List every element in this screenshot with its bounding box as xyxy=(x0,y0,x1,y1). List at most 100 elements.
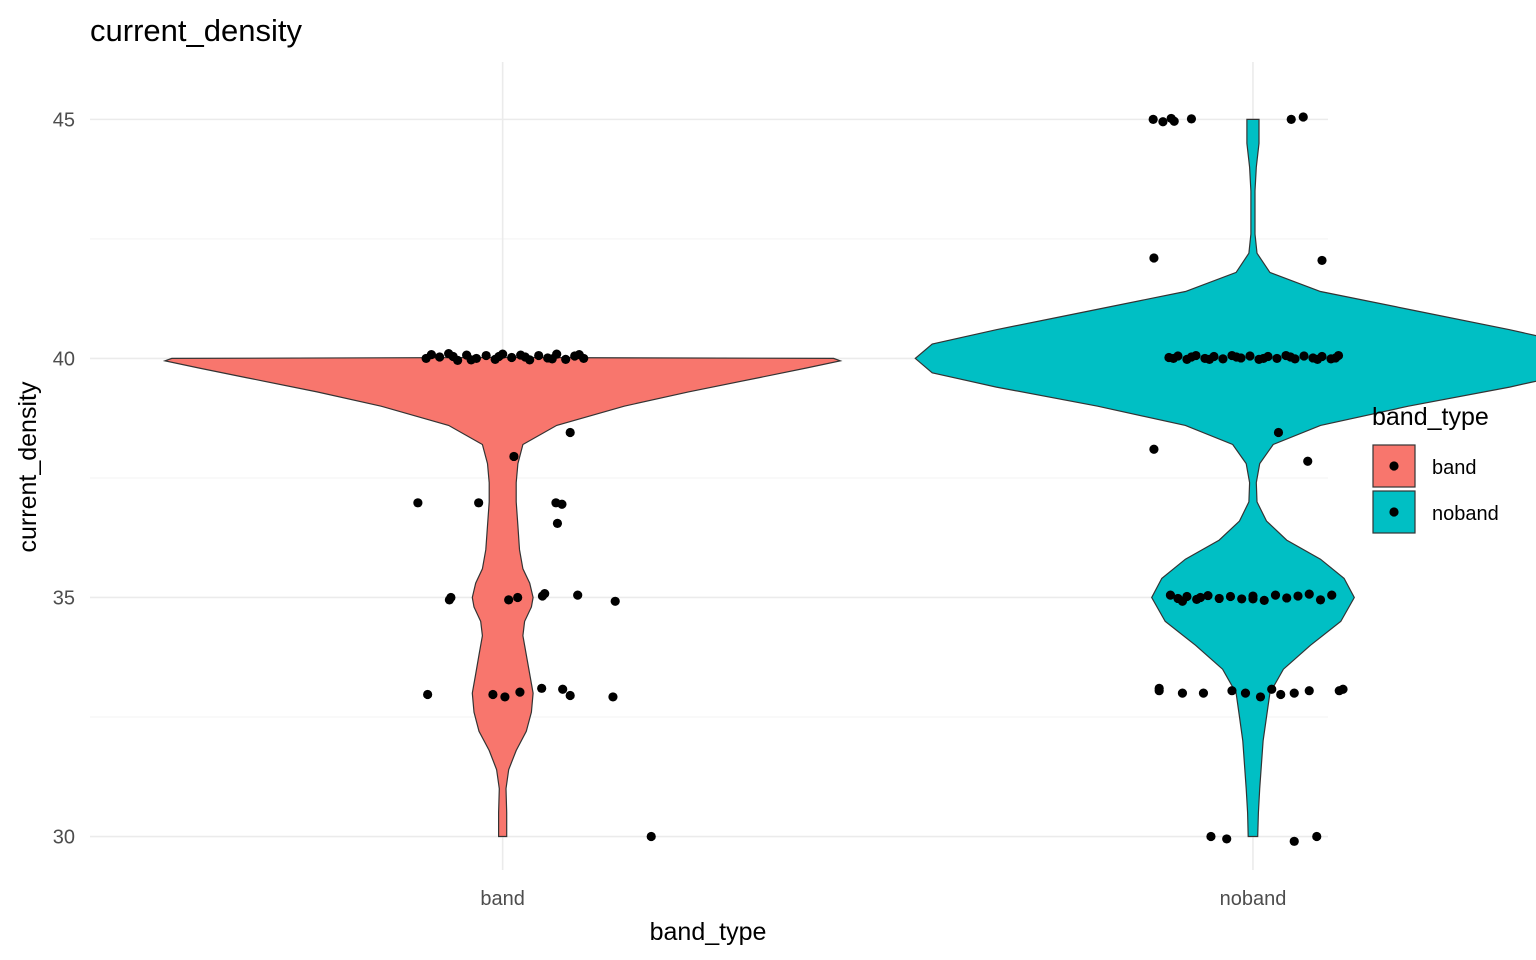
data-point-band xyxy=(540,589,550,599)
data-point-noband xyxy=(1245,351,1255,361)
data-point-noband xyxy=(1327,590,1337,600)
data-point-noband xyxy=(1222,834,1232,844)
data-point-noband xyxy=(1304,686,1314,696)
data-point-noband xyxy=(1154,683,1164,693)
data-point-band xyxy=(558,684,568,694)
data-point-band xyxy=(474,498,484,508)
data-point-noband xyxy=(1214,593,1224,604)
data-point-noband xyxy=(1206,831,1216,842)
data-point-band xyxy=(565,427,575,438)
data-point-noband xyxy=(1227,686,1237,696)
data-point-noband xyxy=(1237,594,1247,604)
legend-key-point xyxy=(1389,461,1399,471)
data-point-band xyxy=(423,689,433,700)
data-point-noband xyxy=(1289,836,1299,846)
data-point-noband xyxy=(1195,592,1206,603)
data-point-noband xyxy=(1286,114,1296,124)
data-point-noband xyxy=(1169,116,1179,126)
legend-title: band_type xyxy=(1372,403,1489,431)
data-point-band xyxy=(466,355,476,365)
x-axis-title: band_type xyxy=(650,918,767,946)
data-point-noband xyxy=(1312,831,1322,842)
violin-noband xyxy=(914,118,1536,838)
data-point-noband xyxy=(1255,692,1266,702)
violin-band xyxy=(162,356,843,838)
data-point-band xyxy=(557,499,567,509)
data-point-noband xyxy=(1315,595,1326,605)
data-point-band xyxy=(520,352,530,362)
data-point-noband xyxy=(1334,686,1344,696)
legend-label-noband: noband xyxy=(1432,503,1499,525)
data-point-band xyxy=(608,692,618,702)
data-point-noband xyxy=(1186,352,1197,362)
legend: band_type band noband xyxy=(1372,403,1499,534)
data-point-noband xyxy=(1218,354,1228,364)
y-axis-title: current_density xyxy=(14,381,42,552)
data-point-noband xyxy=(1225,591,1236,602)
y-tick-label: 30 xyxy=(53,827,75,849)
data-point-noband xyxy=(1259,595,1269,605)
data-point-band xyxy=(448,351,458,362)
data-point-band xyxy=(537,683,547,693)
data-point-band xyxy=(515,687,525,697)
data-point-noband xyxy=(1303,456,1313,466)
data-point-noband xyxy=(1231,352,1242,362)
data-point-band xyxy=(481,350,491,361)
data-point-noband xyxy=(1240,688,1251,698)
data-point-noband xyxy=(1276,689,1286,700)
data-point-noband xyxy=(1298,112,1308,122)
data-point-noband xyxy=(1289,688,1299,698)
data-point-noband xyxy=(1168,353,1179,364)
data-point-band xyxy=(610,596,620,606)
data-point-noband xyxy=(1267,684,1277,694)
data-point-noband xyxy=(1272,353,1282,364)
y-tick-label: 35 xyxy=(53,587,75,609)
data-point-noband xyxy=(1165,590,1176,600)
data-point-band xyxy=(565,690,575,701)
data-point-noband xyxy=(1198,688,1209,698)
data-point-band xyxy=(494,351,504,362)
y-tick-label: 45 xyxy=(53,109,75,131)
x-tick-label: band xyxy=(480,888,525,910)
data-point-noband xyxy=(1270,590,1281,600)
data-point-noband xyxy=(1282,593,1292,603)
data-point-noband xyxy=(1177,688,1188,698)
data-point-band xyxy=(509,451,519,462)
jitter-points xyxy=(413,112,1348,846)
data-point-band xyxy=(646,831,656,842)
data-point-band xyxy=(488,689,498,700)
data-point-band xyxy=(534,350,544,361)
grid xyxy=(90,62,1328,870)
data-point-band xyxy=(547,354,557,364)
data-point-noband xyxy=(1312,354,1323,364)
data-point-band xyxy=(507,352,517,363)
data-point-band xyxy=(504,595,514,605)
data-point-noband xyxy=(1148,114,1158,124)
chart-title: current_density xyxy=(90,13,302,48)
data-point-noband xyxy=(1204,354,1215,364)
violins xyxy=(162,118,1536,838)
data-point-noband xyxy=(1177,596,1188,606)
data-point-noband xyxy=(1330,353,1341,363)
legend-key-noband xyxy=(1372,490,1416,534)
legend-label-band: band xyxy=(1432,457,1477,479)
data-point-noband xyxy=(1258,353,1269,364)
x-tick-label: noband xyxy=(1220,888,1287,910)
axes: 30 35 40 45 band noband xyxy=(53,109,1287,910)
legend-key-point xyxy=(1389,507,1399,517)
data-point-noband xyxy=(1304,589,1314,599)
data-point-band xyxy=(435,352,445,362)
data-point-noband xyxy=(1248,594,1258,604)
data-point-noband xyxy=(1149,253,1159,263)
data-point-noband xyxy=(1299,351,1309,361)
data-point-noband xyxy=(1186,114,1197,124)
data-point-band xyxy=(573,590,583,600)
y-tick-label: 40 xyxy=(53,348,75,370)
data-point-noband xyxy=(1317,255,1327,266)
data-point-band xyxy=(500,692,510,702)
data-point-band xyxy=(561,354,571,364)
data-point-noband xyxy=(1273,427,1284,438)
data-point-band xyxy=(574,350,584,360)
data-point-band xyxy=(421,353,431,364)
